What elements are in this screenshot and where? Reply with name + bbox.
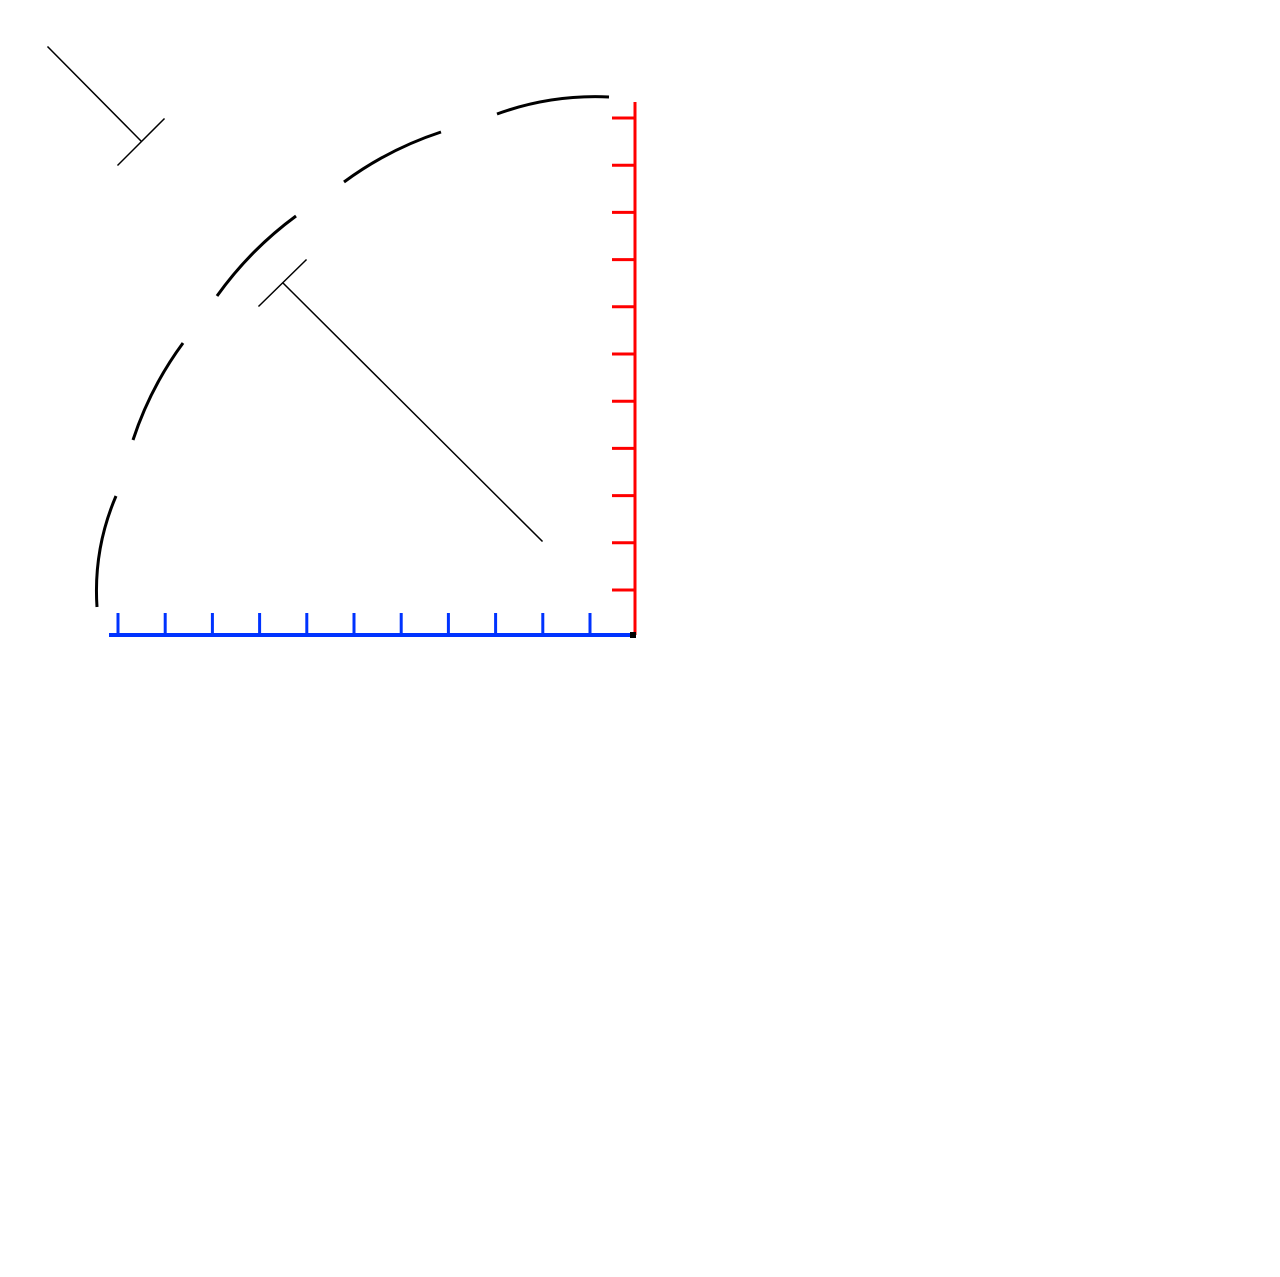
arc-dash-segment xyxy=(94,495,118,608)
measure-lines-group xyxy=(46,45,544,543)
dashed-quarter-arc xyxy=(94,95,610,608)
vertical-red-ruler xyxy=(612,102,637,635)
vertical-axis-ticks xyxy=(612,116,635,592)
outer-measure-line xyxy=(46,45,166,167)
inner-measure-line xyxy=(257,258,544,543)
horizontal-blue-ruler xyxy=(109,613,630,637)
axis-corner-mark xyxy=(630,632,636,638)
arc-dash-segment xyxy=(496,95,610,116)
horizontal-axis-ticks xyxy=(116,613,592,635)
arc-dash-segment xyxy=(215,214,297,297)
arc-dash-segment xyxy=(131,342,185,441)
arc-dash-segment xyxy=(343,130,442,184)
